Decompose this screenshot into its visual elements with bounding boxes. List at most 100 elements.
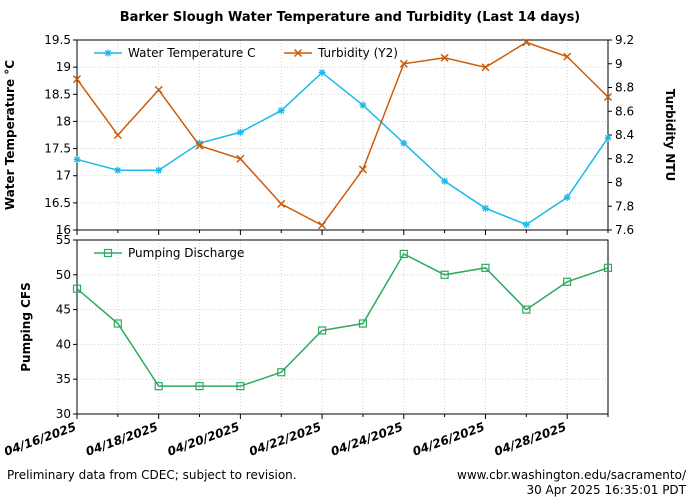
data-point <box>481 204 489 212</box>
y-axis-label: Water Temperature °C <box>3 60 17 210</box>
legend-swatch-marker <box>293 48 303 58</box>
y-tick-label: 40 <box>56 337 71 351</box>
data-point <box>236 382 245 391</box>
data-point <box>318 221 327 230</box>
data-point <box>603 92 613 102</box>
data-point <box>563 193 571 201</box>
data-point <box>481 263 490 272</box>
y2-tick-label: 7.8 <box>615 199 634 213</box>
x-tick-label: 04/18/2025 <box>84 420 160 459</box>
x-tick-label: 04/24/2025 <box>329 420 405 459</box>
data-point <box>400 139 408 147</box>
data-point <box>522 221 530 229</box>
y-axis: 16 16.5 17 17.5 18 18.5 19 19.5 Water Temperatur… <box>3 33 77 237</box>
data-point <box>155 166 163 174</box>
y-tick-label: 45 <box>56 303 71 317</box>
data-point <box>440 53 449 62</box>
series-line <box>76 71 609 226</box>
data-point <box>72 284 82 293</box>
y-tick-label: 17.5 <box>44 142 71 156</box>
legend-label: Pumping Discharge <box>128 246 244 260</box>
x-tick-label: 04/26/2025 <box>411 420 487 459</box>
data-point <box>399 59 408 68</box>
y2-tick-label: 8.4 <box>615 128 634 142</box>
data-point <box>317 326 327 335</box>
data-point <box>563 277 572 286</box>
y2-tick-label: 8 <box>615 176 623 190</box>
plot-frame <box>76 239 609 415</box>
plot-panel-2: 30 35 40 45 50 55 Pumping CFS 04/16/2025 04/18/2… <box>2 233 613 459</box>
y-axis: 30 35 40 45 50 55 Pumping CFS <box>19 233 77 421</box>
footer-timestamp: 30 Apr 2025 16:35:01 PDT <box>526 483 686 497</box>
x-axis <box>76 230 609 235</box>
legend-swatch-marker <box>104 49 112 57</box>
data-point <box>72 75 82 84</box>
y-tick-label: 17 <box>56 169 71 183</box>
y2-tick-label: 7.6 <box>615 223 634 237</box>
y2-tick-label: 8.2 <box>615 152 634 166</box>
y-tick-label: 19.5 <box>44 33 71 47</box>
data-point <box>154 85 163 94</box>
data-point <box>277 199 286 208</box>
data-point <box>113 130 122 140</box>
data-point <box>359 101 367 109</box>
legend-label: Turbidity (Y2) <box>317 46 398 60</box>
data-point <box>358 319 368 328</box>
y-tick-label: 30 <box>56 407 71 421</box>
gridlines <box>76 39 609 231</box>
legend: Water Temperature C Turbidity (Y2) <box>94 46 398 60</box>
legend-label: Water Temperature C <box>128 46 256 60</box>
footer-url: www.cbr.washington.edu/sacramento/ <box>457 468 687 482</box>
series-line <box>76 252 609 387</box>
y2-axis-label: Turbidity NTU <box>663 89 677 181</box>
data-point <box>441 177 449 185</box>
series-turbidity-y2 <box>72 38 613 230</box>
y-tick-label: 16 <box>56 223 71 237</box>
y-tick-label: 50 <box>56 268 71 282</box>
y-axis-label: Pumping CFS <box>19 282 33 372</box>
y-tick-label: 19 <box>56 60 71 74</box>
data-point <box>73 155 81 163</box>
data-point <box>195 382 204 391</box>
data-point <box>318 69 326 77</box>
x-tick-label: 04/22/2025 <box>247 420 323 459</box>
x-tick-label: 04/20/2025 <box>166 420 242 459</box>
data-point <box>196 139 204 147</box>
footer-note: Preliminary data from CDEC; subject to r… <box>7 468 297 482</box>
data-point <box>481 63 490 72</box>
y2-axis: 7.6 7.8 8 8.2 8.4 8.6 8.8 9 9.2 Turbidity NTU <box>608 33 677 237</box>
data-point <box>113 319 122 328</box>
y-tick-label: 35 <box>56 372 71 386</box>
y-tick-label: 18 <box>56 114 71 128</box>
y-tick-label: 55 <box>56 233 71 247</box>
data-point <box>236 128 244 136</box>
chart-title: Barker Slough Water Temperature and Turb… <box>120 10 581 25</box>
data-point <box>522 38 531 47</box>
data-point <box>358 165 367 174</box>
series-line <box>76 41 609 227</box>
y2-tick-label: 9 <box>615 57 623 71</box>
data-point <box>277 368 286 377</box>
data-point <box>195 141 204 150</box>
y-tick-label: 16.5 <box>44 196 71 210</box>
series-water-temperature-c <box>73 69 612 229</box>
data-point <box>563 52 572 61</box>
data-point <box>277 107 285 115</box>
plot-panel-1: 16 16.5 17 17.5 18 18.5 19 19.5 Water Temperatur… <box>3 33 677 237</box>
y2-tick-label: 9.2 <box>615 33 634 47</box>
series-pumping-discharge <box>72 249 613 391</box>
data-point <box>604 134 612 142</box>
x-tick-label: 04/28/2025 <box>492 420 568 459</box>
y2-tick-label: 8.6 <box>615 104 634 118</box>
data-point <box>154 382 163 391</box>
data-point <box>440 270 449 279</box>
data-point <box>603 263 613 272</box>
data-point <box>114 166 122 174</box>
data-point <box>236 154 245 163</box>
legend-swatch-marker <box>103 248 113 258</box>
x-tick-label: 04/16/2025 <box>2 420 78 459</box>
y-tick-label: 18.5 <box>44 87 71 101</box>
x-axis: 04/16/2025 04/18/2025 04/20/2025 04/22/2025… <box>2 414 609 459</box>
